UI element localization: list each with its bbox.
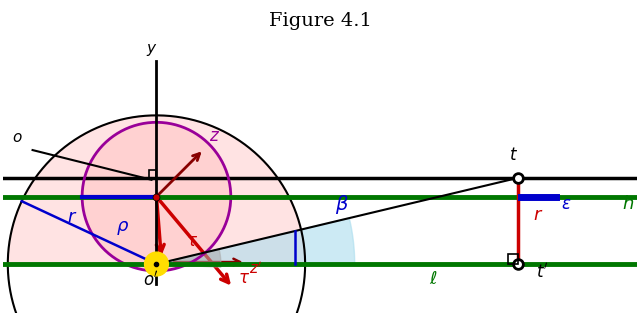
Text: $\tau$: $\tau$: [238, 269, 250, 287]
Text: $z'$: $z'$: [248, 260, 262, 277]
Polygon shape: [156, 249, 221, 267]
Text: $o$: $o$: [12, 130, 23, 145]
Text: $\ell$: $\ell$: [429, 270, 438, 288]
Polygon shape: [82, 122, 231, 271]
Text: $t$: $t$: [509, 146, 518, 164]
Text: $\tau$: $\tau$: [186, 232, 198, 250]
Text: $o'$: $o'$: [143, 271, 159, 290]
Text: $t'$: $t'$: [536, 263, 549, 282]
Text: $h$: $h$: [622, 195, 634, 213]
Polygon shape: [156, 218, 355, 264]
Text: $\beta$: $\beta$: [335, 192, 349, 215]
Text: $y$: $y$: [146, 42, 157, 58]
Polygon shape: [8, 115, 305, 264]
Text: Figure 4.1: Figure 4.1: [269, 12, 371, 30]
Text: $\rho$: $\rho$: [116, 219, 129, 237]
Text: $z$: $z$: [209, 127, 220, 145]
Bar: [508, 254, 518, 264]
Circle shape: [145, 252, 168, 276]
Text: $\varepsilon$: $\varepsilon$: [561, 195, 572, 213]
Text: $r$: $r$: [533, 206, 543, 225]
Bar: [148, 170, 156, 178]
Text: $r$: $r$: [67, 208, 77, 226]
